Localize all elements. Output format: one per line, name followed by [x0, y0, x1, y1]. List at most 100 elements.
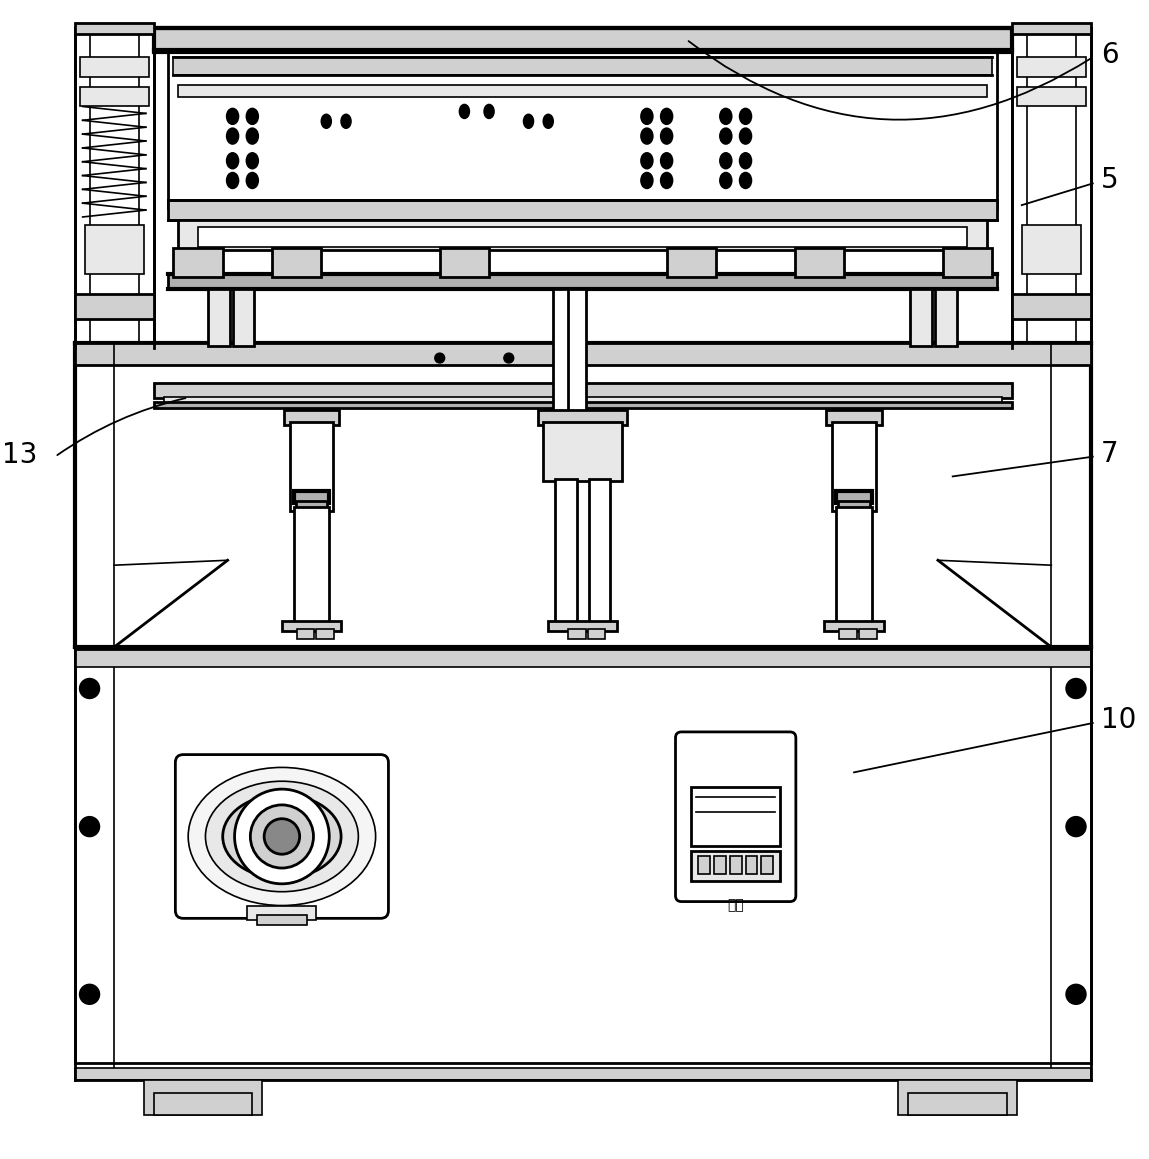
- Circle shape: [264, 818, 300, 854]
- Circle shape: [434, 353, 445, 363]
- Text: 10: 10: [1101, 706, 1136, 734]
- Text: 5: 5: [1101, 167, 1118, 195]
- Bar: [208, 289, 230, 347]
- Ellipse shape: [484, 104, 494, 118]
- Bar: [75, 23, 154, 35]
- Ellipse shape: [246, 173, 259, 189]
- Bar: [75, 649, 1090, 1063]
- Bar: [692, 851, 780, 881]
- Ellipse shape: [641, 153, 653, 169]
- Bar: [832, 422, 876, 511]
- Bar: [79, 57, 148, 76]
- Bar: [295, 501, 327, 509]
- Ellipse shape: [661, 109, 672, 124]
- Bar: [75, 343, 1090, 649]
- Bar: [154, 402, 1012, 408]
- Ellipse shape: [740, 109, 751, 124]
- Bar: [75, 649, 1090, 666]
- Ellipse shape: [226, 129, 239, 144]
- Ellipse shape: [460, 104, 469, 118]
- Ellipse shape: [641, 129, 653, 144]
- Ellipse shape: [740, 129, 751, 144]
- Bar: [859, 629, 877, 639]
- Bar: [548, 621, 617, 632]
- Bar: [714, 857, 726, 874]
- Bar: [232, 289, 254, 347]
- Circle shape: [79, 817, 100, 837]
- Bar: [1012, 28, 1090, 348]
- Bar: [169, 201, 997, 220]
- Circle shape: [504, 353, 514, 363]
- Ellipse shape: [246, 109, 259, 124]
- Bar: [154, 1093, 253, 1115]
- Ellipse shape: [720, 129, 732, 144]
- Bar: [1021, 225, 1081, 275]
- Bar: [284, 410, 339, 425]
- Circle shape: [79, 984, 100, 1004]
- Bar: [568, 289, 586, 413]
- Ellipse shape: [661, 173, 672, 189]
- Bar: [943, 248, 992, 277]
- Ellipse shape: [740, 153, 751, 169]
- Bar: [247, 905, 316, 920]
- Bar: [173, 248, 223, 277]
- Bar: [75, 343, 1090, 365]
- Ellipse shape: [524, 115, 533, 129]
- Bar: [839, 501, 870, 509]
- Bar: [666, 248, 716, 277]
- Ellipse shape: [322, 115, 331, 129]
- Bar: [692, 787, 780, 846]
- Bar: [144, 1080, 262, 1115]
- Ellipse shape: [740, 173, 751, 189]
- Bar: [553, 289, 571, 413]
- Ellipse shape: [720, 153, 732, 169]
- Bar: [795, 248, 845, 277]
- Ellipse shape: [223, 795, 341, 879]
- Bar: [539, 410, 627, 425]
- Bar: [935, 289, 957, 347]
- Ellipse shape: [661, 153, 672, 169]
- Text: 7: 7: [1101, 439, 1118, 468]
- Bar: [825, 621, 884, 632]
- Ellipse shape: [661, 129, 672, 144]
- Bar: [296, 629, 315, 639]
- Bar: [568, 629, 586, 639]
- Bar: [169, 275, 997, 289]
- Bar: [272, 248, 322, 277]
- Bar: [730, 857, 741, 874]
- Text: 气压: 气压: [727, 898, 745, 912]
- Ellipse shape: [206, 781, 358, 891]
- Text: 13: 13: [2, 440, 37, 468]
- Bar: [282, 621, 341, 632]
- FancyBboxPatch shape: [676, 731, 796, 902]
- Bar: [290, 422, 333, 511]
- Bar: [173, 57, 992, 75]
- Bar: [316, 629, 334, 639]
- Ellipse shape: [188, 767, 376, 905]
- Bar: [826, 410, 881, 425]
- Circle shape: [250, 804, 314, 868]
- Bar: [75, 1069, 1090, 1080]
- Bar: [257, 916, 307, 925]
- Bar: [178, 220, 987, 249]
- Ellipse shape: [641, 109, 653, 124]
- FancyBboxPatch shape: [176, 755, 388, 918]
- Ellipse shape: [720, 173, 732, 189]
- Bar: [154, 382, 1012, 399]
- Bar: [839, 629, 857, 639]
- Bar: [294, 491, 330, 503]
- Bar: [910, 289, 932, 347]
- Bar: [555, 480, 577, 627]
- Bar: [1012, 294, 1090, 319]
- Circle shape: [234, 789, 330, 884]
- Bar: [75, 28, 154, 348]
- Bar: [699, 857, 710, 874]
- Ellipse shape: [246, 153, 259, 169]
- Bar: [163, 396, 1002, 404]
- Circle shape: [79, 679, 100, 699]
- Ellipse shape: [641, 173, 653, 189]
- Ellipse shape: [720, 109, 732, 124]
- Circle shape: [1066, 984, 1086, 1004]
- Bar: [440, 248, 489, 277]
- Bar: [294, 506, 330, 626]
